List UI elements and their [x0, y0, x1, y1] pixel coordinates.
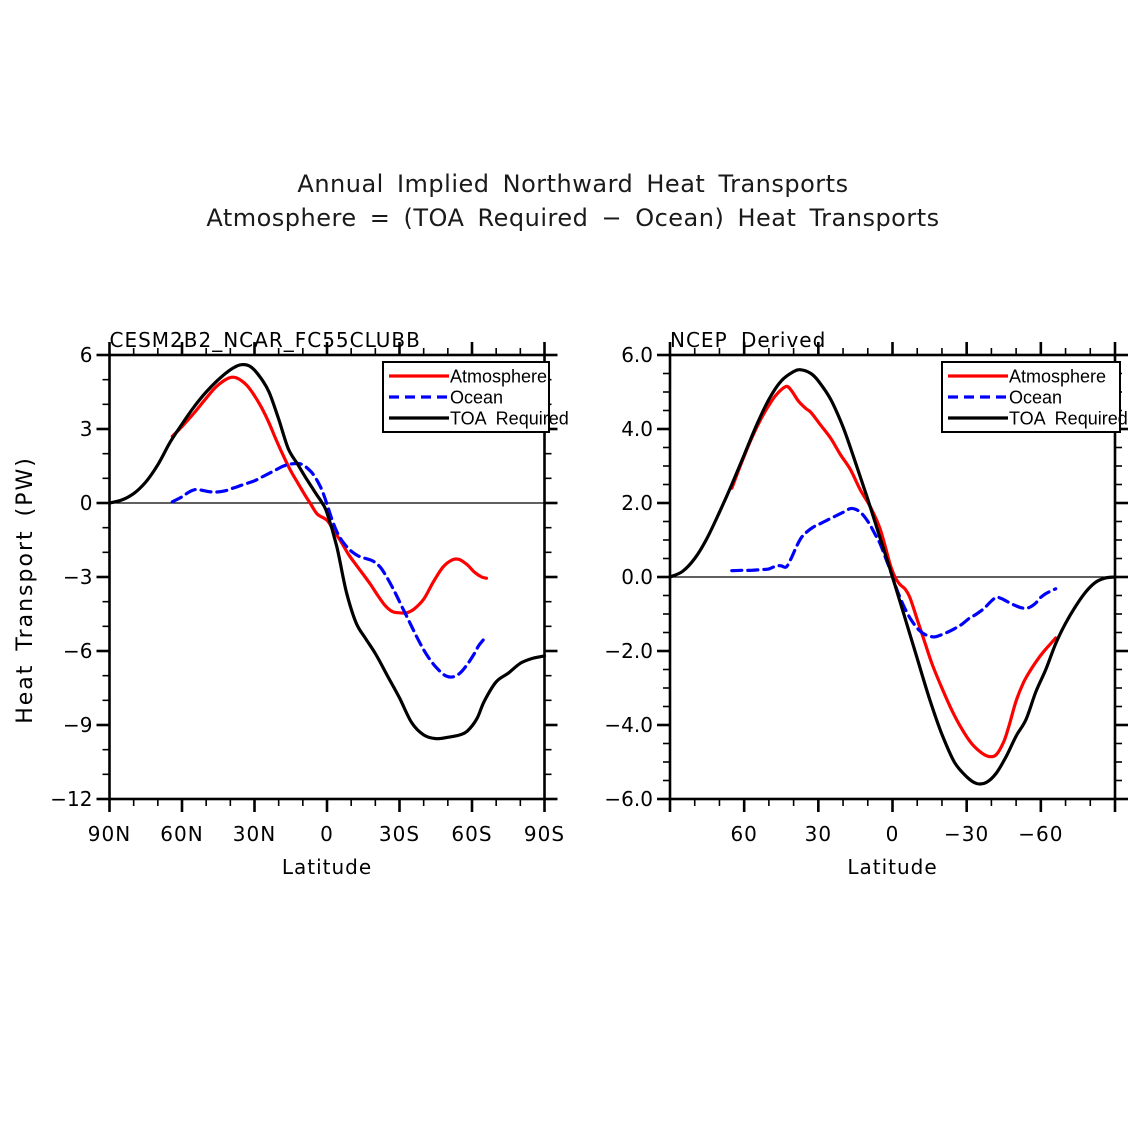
x-tick-label: −60: [1018, 822, 1063, 846]
x-tick-label: 90N: [88, 822, 131, 846]
x-tick-label: 90S: [524, 822, 565, 846]
y-tick-label: 6.0: [621, 343, 653, 367]
x-tick-label: 60S: [451, 822, 492, 846]
series-toa_required-line: [107, 362, 547, 741]
series-ocean-line: [170, 461, 489, 679]
legend-label: Atmosphere: [1009, 366, 1106, 386]
x-tick-label: 60N: [160, 822, 203, 846]
y-tick-label: −4.0: [604, 713, 653, 737]
legend-label: Atmosphere: [450, 366, 547, 386]
x-tick-label: 30: [805, 822, 832, 846]
y-tick-label: −3: [63, 565, 92, 589]
legend-entry-atmosphere: Atmosphere: [948, 366, 1106, 386]
y-tick-label: 4.0: [621, 417, 653, 441]
x-tick-label: 60: [730, 822, 757, 846]
x-axis-label: Latitude: [847, 855, 937, 879]
y-tick-label: −12: [50, 787, 92, 811]
series-ocean-line: [730, 506, 1058, 639]
axis-ticks: [96, 342, 558, 812]
legend-label: TOA Required: [450, 408, 569, 428]
y-tick-label: 0: [80, 491, 93, 515]
x-tick-label: 0: [886, 822, 900, 846]
legend-label: Ocean: [1009, 387, 1062, 407]
legend-entry-ocean: Ocean: [948, 387, 1062, 407]
figure-title-line1: Annual Implied Northward Heat Transports: [297, 170, 849, 198]
y-axis-label: Heat Transport (PW): [13, 456, 38, 724]
legend-entry-toa-required: TOA Required: [389, 408, 569, 428]
figure-title-line2: Atmosphere = (TOA Required − Ocean) Heat…: [206, 204, 940, 232]
panel-title: NCEP Derived: [670, 328, 826, 352]
legend-label: Ocean: [450, 387, 503, 407]
y-tick-label: −6: [63, 639, 92, 663]
y-tick-label: 2.0: [621, 491, 653, 515]
panel-cesm2b2-ncar-fc55clubb: 90N 60N 30N 0 30S 60S 90S 6 3 0 −3 −6 −9 −12 CESM2B2_N…: [13, 328, 569, 879]
x-tick-label: 30N: [233, 822, 276, 846]
y-tick-label: 3: [80, 417, 93, 441]
x-tick-label: 0: [320, 822, 334, 846]
y-tick-label: −2.0: [604, 639, 653, 663]
x-axis-label: Latitude: [282, 855, 372, 879]
legend-label: TOA Required: [1009, 408, 1128, 428]
x-tick-label: −30: [944, 822, 989, 846]
x-tick-label: 30S: [379, 822, 420, 846]
y-tick-label: 0.0: [621, 565, 653, 589]
panel-ncep-derived: 60 30 0 −30 −60 6.0 4.0 2.0 0.0 −2.0 −4.0 −6.0 NCEP …: [604, 328, 1128, 879]
axis-ticks: [657, 342, 1128, 812]
legend-entry-atmosphere: Atmosphere: [389, 366, 547, 386]
legend-entry-toa-required: TOA Required: [948, 408, 1128, 428]
series-toa_required-line: [668, 368, 1117, 786]
legend-entry-ocean: Ocean: [389, 387, 503, 407]
panel-title: CESM2B2_NCAR_FC55CLUBB: [110, 328, 421, 352]
y-tick-label: 6: [80, 343, 93, 367]
series-atmosphere-line: [730, 384, 1058, 759]
y-tick-label: −6.0: [604, 787, 653, 811]
y-tick-label: −9: [63, 713, 92, 737]
